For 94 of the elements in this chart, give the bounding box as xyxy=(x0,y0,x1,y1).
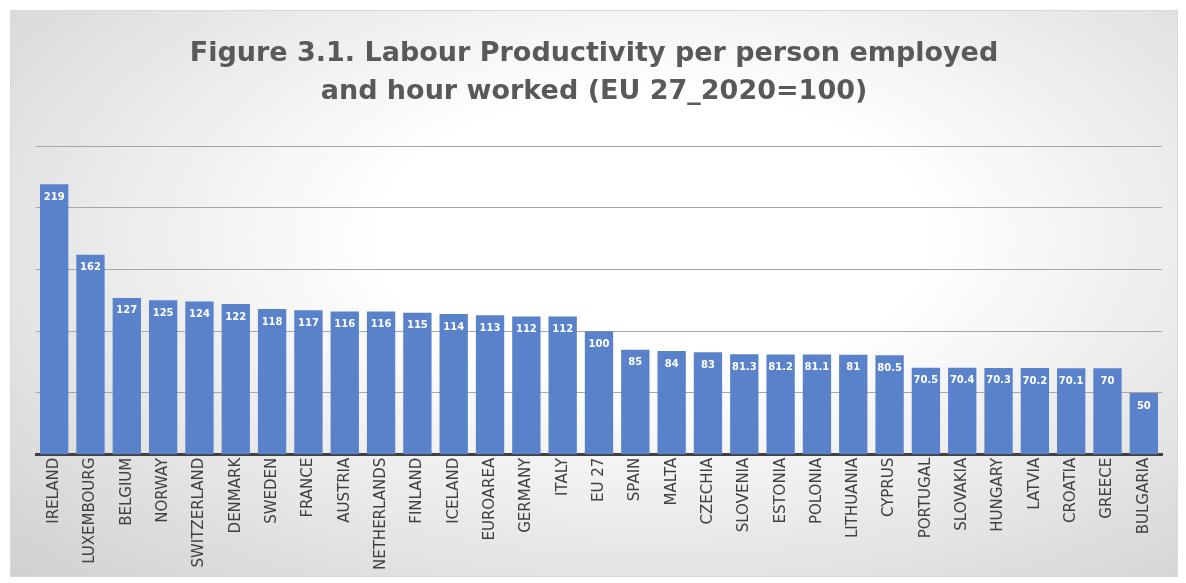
x-tick-label: CROATIA xyxy=(1061,456,1080,524)
x-tick-label: LATVIA xyxy=(1024,456,1043,510)
bar xyxy=(475,315,505,455)
data-label: 70.3 xyxy=(986,374,1011,386)
x-tick-label: PORTUGAL xyxy=(915,457,934,539)
data-label: 112 xyxy=(552,323,574,334)
data-label: 219 xyxy=(43,190,65,202)
bar xyxy=(439,313,468,455)
data-label: 81.2 xyxy=(768,361,793,373)
bar xyxy=(948,367,977,455)
data-label: 81 xyxy=(846,361,861,373)
data-label: 70 xyxy=(1100,374,1115,386)
x-tick-label: GERMANY xyxy=(516,456,535,533)
bar xyxy=(148,300,178,455)
data-label: 100 xyxy=(588,337,610,349)
bar xyxy=(294,310,323,455)
data-label: 114 xyxy=(443,320,465,332)
data-label: 70.4 xyxy=(949,374,975,386)
data-label: 85 xyxy=(628,356,643,368)
data-label: 118 xyxy=(261,315,283,327)
bar xyxy=(1129,392,1159,455)
data-label: 81.1 xyxy=(804,361,830,373)
bar xyxy=(730,354,759,455)
bar xyxy=(330,311,359,455)
data-label: 84 xyxy=(664,357,679,369)
x-tick-label: BELGIUM xyxy=(116,457,135,526)
bar xyxy=(657,350,686,455)
x-tick-label: FINLAND xyxy=(407,457,426,524)
data-label: 112 xyxy=(515,323,537,334)
bar xyxy=(403,312,432,455)
x-tick-label: AUSTRIA xyxy=(334,456,353,523)
data-label: 50 xyxy=(1136,399,1151,411)
bar xyxy=(221,304,250,455)
bar xyxy=(76,254,105,455)
data-label: 113 xyxy=(479,321,501,333)
data-label: 70.5 xyxy=(913,374,939,386)
bar xyxy=(1020,368,1050,455)
x-tick-label: SWEDEN xyxy=(261,457,280,524)
data-label: 122 xyxy=(225,310,247,322)
x-tick-label: NETHERLANDS xyxy=(370,457,389,570)
bar xyxy=(911,367,941,455)
x-tick-label: HUNGARY xyxy=(988,456,1007,532)
x-tick-label: BULGARIA xyxy=(1133,456,1152,535)
bar xyxy=(766,354,795,455)
x-tick-label: GREECE xyxy=(1097,457,1116,519)
x-tick-label: SPAIN xyxy=(625,457,644,502)
x-tick-label: EU 27 xyxy=(588,457,607,503)
data-label: 124 xyxy=(189,308,210,320)
x-tick-label: EUROAREA xyxy=(479,456,498,541)
bar xyxy=(112,297,141,455)
x-tick-label: CZECHIA xyxy=(697,456,716,525)
data-label: 80.5 xyxy=(877,361,902,373)
bar xyxy=(584,331,614,455)
bar xyxy=(802,354,832,455)
x-tick-label: CYPRUS xyxy=(879,457,898,518)
data-label: 117 xyxy=(297,316,319,328)
x-tick-label: ESTONIA xyxy=(770,456,789,524)
data-label: 70.1 xyxy=(1058,374,1084,386)
x-tick-label: FRANCE xyxy=(298,457,317,518)
x-tick-label: DENMARK xyxy=(225,456,244,534)
x-tick-label: SLOVENIA xyxy=(734,456,753,533)
data-label: 116 xyxy=(334,318,356,330)
x-tick-label: NORWAY xyxy=(153,456,172,523)
bar xyxy=(257,309,287,455)
bar xyxy=(693,352,723,455)
bar xyxy=(1057,368,1086,455)
bar xyxy=(984,367,1013,455)
bar xyxy=(548,316,577,455)
bar xyxy=(875,355,904,455)
bar xyxy=(185,301,214,455)
bar xyxy=(366,311,396,455)
data-label: 81.3 xyxy=(731,360,757,372)
x-tick-label: MALTA xyxy=(661,456,680,506)
bar xyxy=(512,316,541,455)
x-tick-label: LUXEMBOURG xyxy=(80,457,99,564)
bar xyxy=(621,349,650,455)
bar xyxy=(839,354,868,455)
data-label: 83 xyxy=(701,358,715,370)
data-label: 115 xyxy=(406,319,428,331)
x-tick-label: ITALY xyxy=(552,456,571,496)
data-label: 162 xyxy=(80,261,101,273)
x-tick-label: LITHUANIA xyxy=(843,456,862,539)
data-label: 116 xyxy=(370,318,392,330)
bar xyxy=(1093,368,1122,455)
data-label: 70.2 xyxy=(1022,374,1048,386)
data-label: 127 xyxy=(116,304,138,316)
data-label: 125 xyxy=(152,306,174,318)
x-tick-label: SLOVAKIA xyxy=(952,456,971,531)
chart-title: Figure 3.1. Labour Productivity per person employed and hour worked (EU 27_2020=100) xyxy=(188,35,1000,107)
x-tick-label: POLONIA xyxy=(806,456,825,525)
x-tick-label: SWITZERLAND xyxy=(189,457,208,568)
x-tick-label: IRELAND xyxy=(44,457,63,524)
x-tick-label: ICELAND xyxy=(443,457,462,524)
bar xyxy=(40,184,69,455)
